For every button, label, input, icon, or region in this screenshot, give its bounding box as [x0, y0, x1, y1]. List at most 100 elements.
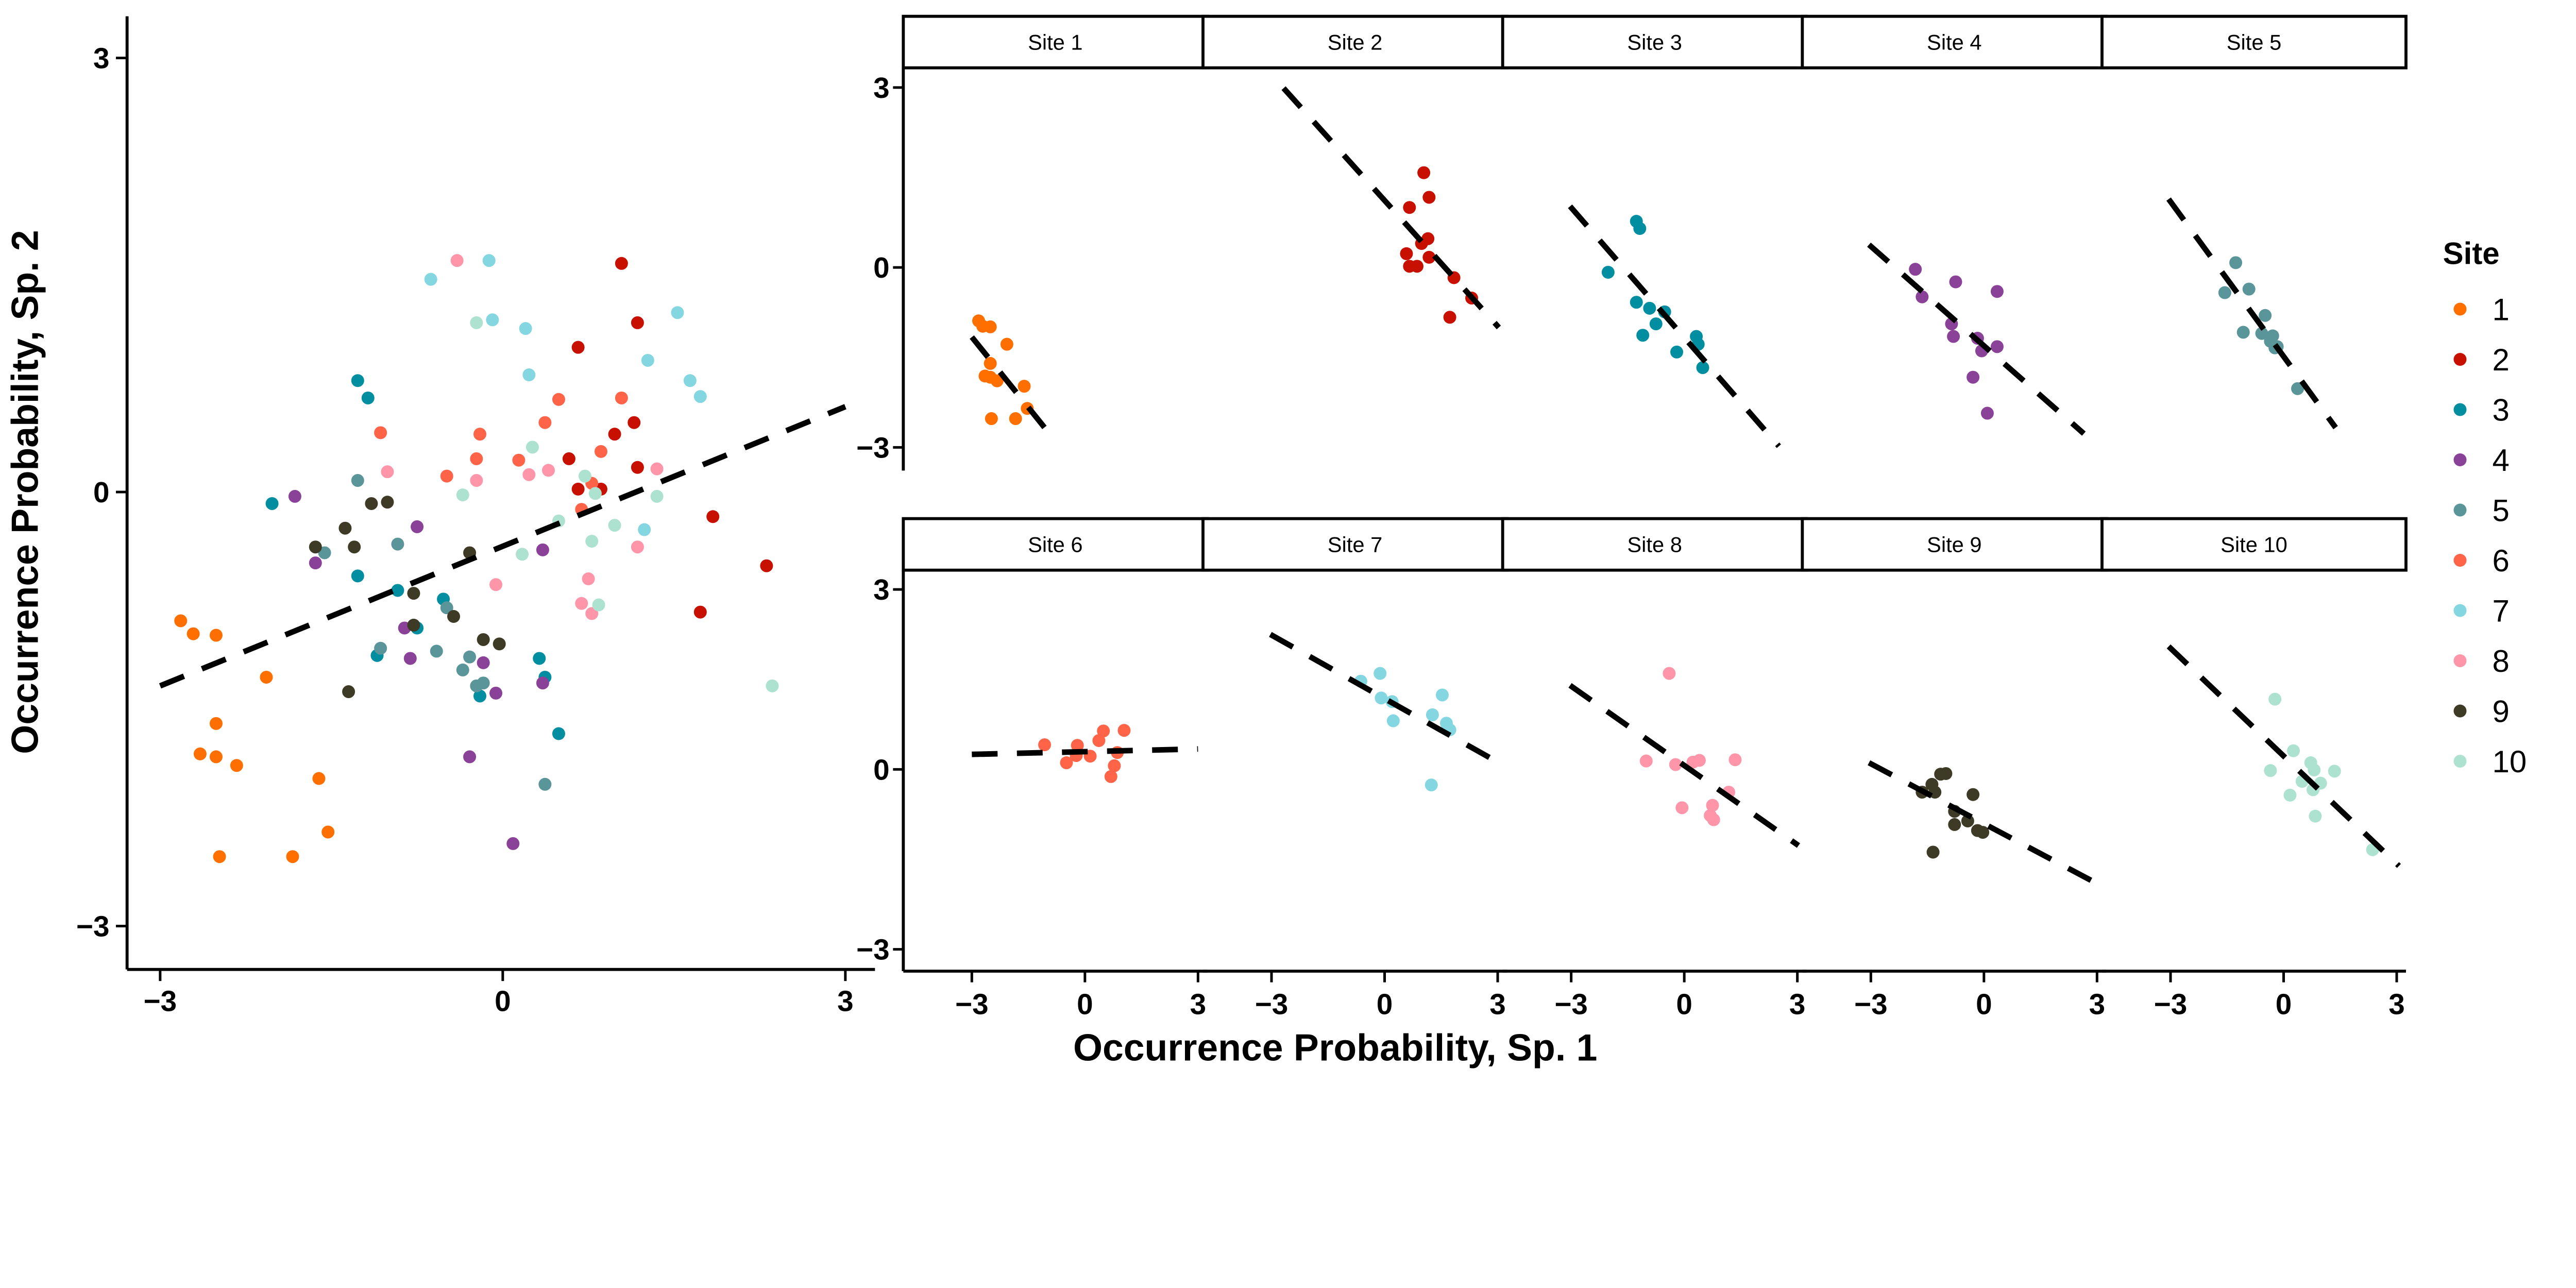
facet-point-site-2 [1410, 260, 1423, 273]
overall-point-site-4 [403, 652, 417, 665]
facet-point-site-6 [1060, 756, 1073, 770]
facet-point-site-5 [2259, 309, 2272, 322]
facet-point-site-10 [2268, 692, 2282, 706]
facet-x-tick-label: 0 [1676, 988, 1692, 1021]
facet-x-tick-label: 3 [1190, 988, 1207, 1021]
overall-point-site-1 [312, 772, 326, 785]
overall-point-site-5 [351, 474, 364, 487]
facet-fit-line-site-8 [1568, 683, 1800, 848]
overall-point-site-6 [615, 391, 628, 404]
overall-point-site-8 [489, 578, 503, 591]
facet-x-tick-label: 3 [1489, 988, 1506, 1021]
overall-point-site-8 [582, 572, 595, 585]
overall-point-site-2 [631, 316, 644, 329]
legend-key-site-9 [2453, 704, 2467, 718]
overall-point-site-2 [608, 428, 621, 441]
overall-point-site-5 [318, 546, 331, 560]
facet-x-tick-label: −3 [2154, 988, 2188, 1021]
facet-x-tick-label: −3 [1854, 988, 1888, 1021]
facet-strip-label: Site 7 [1328, 533, 1383, 557]
overall-point-site-9 [342, 685, 355, 699]
facet-strip-site-4 [1801, 14, 2108, 70]
facet-y-tick-label: −3 [856, 432, 890, 464]
facet-point-site-5 [2218, 286, 2231, 299]
legend-label: 8 [2492, 644, 2509, 679]
overall-point-site-1 [286, 850, 299, 863]
facet-point-site-2 [1443, 311, 1456, 324]
facet-strip-label: Site 4 [1927, 30, 1982, 55]
left-x-tick-label: 3 [837, 985, 854, 1018]
overall-point-site-2 [693, 605, 707, 619]
facet-fit-line-site-5 [2166, 197, 2338, 430]
facet-x-tick-label: −3 [955, 988, 989, 1021]
overall-point-site-7 [519, 322, 532, 335]
facet-strip-label: Site 3 [1627, 30, 1682, 55]
overall-point-site-7 [482, 254, 496, 267]
overall-point-site-7 [693, 390, 707, 403]
overall-point-site-10 [526, 440, 539, 454]
facet-fit-line-site-10 [2166, 644, 2401, 868]
overall-point-site-5 [391, 537, 404, 551]
facet-strip-site-5 [2100, 14, 2408, 70]
overall-point-site-3 [391, 584, 404, 597]
facet-point-site-10 [2308, 763, 2321, 776]
overall-point-site-6 [440, 469, 453, 483]
facet-point-site-7 [1386, 714, 1400, 727]
overall-point-site-4 [309, 556, 322, 570]
facet-point-site-3 [1633, 222, 1647, 235]
overall-point-site-10 [766, 679, 779, 692]
facet-point-site-1 [1018, 380, 1031, 393]
facet-point-site-2 [1403, 201, 1416, 214]
facet-point-site-7 [1435, 688, 1449, 702]
overall-point-site-3 [351, 374, 364, 387]
legend-label: 7 [2492, 594, 2509, 629]
facet-point-site-6 [1097, 724, 1110, 738]
facet-point-site-6 [1104, 770, 1117, 783]
overall-point-site-1 [187, 627, 200, 640]
overall-point-site-8 [585, 607, 599, 620]
facet-point-site-4 [1990, 340, 2004, 353]
facet-x-tick-label: 0 [1976, 988, 1992, 1021]
facet-point-site-6 [1117, 724, 1131, 737]
facet-point-site-8 [1706, 799, 1719, 812]
overall-point-site-9 [338, 521, 352, 535]
overall-point-site-5 [374, 641, 387, 655]
overall-point-site-6 [470, 452, 483, 465]
facet-point-site-6 [1108, 759, 1121, 772]
legend-label: 5 [2492, 494, 2509, 528]
overall-point-site-10 [592, 598, 605, 612]
overall-point-site-9 [447, 610, 461, 623]
facet-point-site-10 [2328, 765, 2341, 778]
facet-x-tick-label: 3 [2089, 988, 2106, 1021]
overall-point-site-8 [522, 468, 536, 481]
facet-y-tick-label: 0 [873, 754, 890, 786]
legend-label: 4 [2492, 443, 2509, 478]
legend-key-site-6 [2453, 553, 2467, 567]
overall-point-site-7 [638, 523, 651, 536]
facet-point-site-7 [1425, 778, 1438, 792]
facet-point-site-2 [1400, 247, 1413, 260]
facet-strip-label: Site 8 [1627, 533, 1682, 557]
overall-point-site-10 [588, 487, 602, 500]
facet-point-site-10 [2264, 764, 2277, 777]
facet-point-site-9 [1926, 845, 1940, 859]
facet-y-tick-label: 0 [873, 252, 890, 284]
facet-point-site-4 [1980, 406, 1994, 420]
facet-point-site-3 [1670, 345, 1684, 359]
legend-key-site-10 [2453, 754, 2467, 768]
facet-y-tick-label: 3 [873, 574, 890, 606]
facet-point-site-9 [1976, 826, 1990, 839]
overall-point-site-9 [407, 587, 420, 600]
overall-point-site-6 [512, 453, 526, 467]
facet-point-site-3 [1636, 329, 1650, 342]
overall-point-site-4 [506, 837, 520, 850]
legend-key-site-8 [2453, 654, 2467, 667]
facet-point-site-6 [1071, 739, 1084, 752]
legend-key-site-2 [2453, 352, 2467, 366]
facet-point-site-3 [1630, 296, 1643, 309]
facet-x-tick-label: −3 [1255, 988, 1289, 1021]
overall-point-site-9 [348, 540, 361, 554]
overall-point-site-1 [321, 825, 335, 839]
legend-key-site-5 [2453, 503, 2467, 517]
overall-point-site-6 [594, 445, 607, 458]
